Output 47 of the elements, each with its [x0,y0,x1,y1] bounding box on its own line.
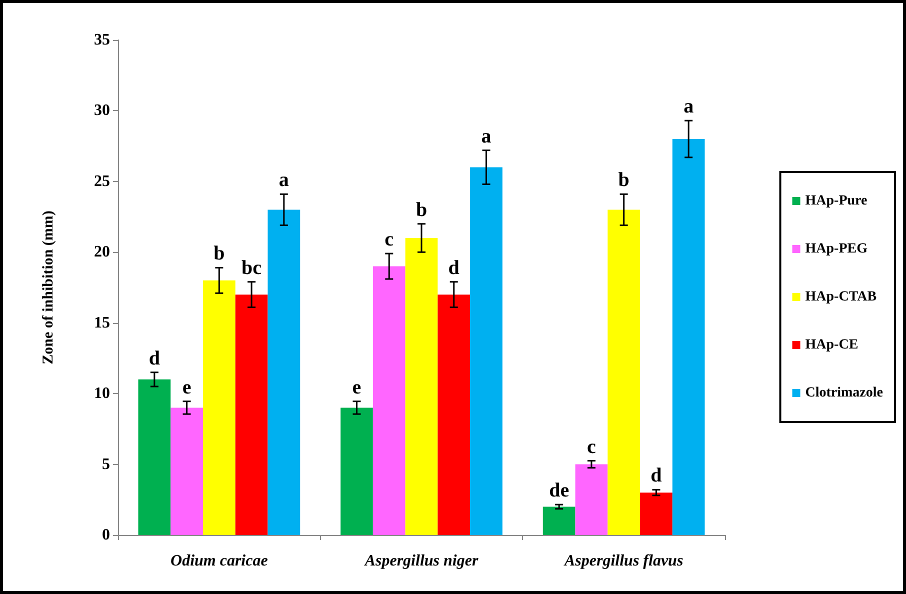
bar [575,464,608,535]
y-tick-label: 0 [102,526,110,544]
data-label: c [587,436,596,458]
legend-label: HAp-PEG [805,242,868,256]
y-tick-label: 15 [94,314,110,332]
data-label: d [448,256,460,279]
legend-label: HAp-CE [805,338,858,352]
legend-label: HAp-Pure [805,194,868,208]
bar [608,210,640,535]
bar [235,294,268,535]
data-label: d [650,464,662,487]
y-tick-label: 25 [94,172,110,190]
data-label: a [684,96,694,118]
data-label: d [148,347,160,370]
data-label: b [416,198,428,221]
data-label: a [481,125,492,148]
bar [372,266,406,535]
y-tick-label: 35 [94,32,110,48]
bar [170,408,203,535]
data-label: e [182,376,192,398]
bar [672,139,705,535]
y-tick-label: 5 [102,456,110,473]
data-label: b [618,169,630,192]
bar [438,294,470,535]
data-label: b [214,242,225,265]
bar [268,210,300,535]
y-tick-label: 30 [94,102,110,120]
data-label: de [549,480,570,502]
legend-label: HAp-CTAB [805,290,877,304]
data-label: e [352,376,362,398]
bar [470,167,502,535]
y-tick-label: 20 [94,244,110,261]
bar [340,408,373,535]
bar [542,506,576,535]
data-label: bc [242,256,262,279]
y-axis-title: Zone of inhibition (mm) [40,210,56,364]
bar [202,280,236,535]
bar [405,238,438,535]
legend-label: Clotrimazole [805,386,884,400]
y-tick-label: 10 [94,385,110,402]
bar [640,492,672,535]
data-label: c [384,228,394,251]
bar [138,379,171,535]
data-label: a [278,169,289,192]
x-tick-label: Odium caricae [170,552,268,570]
x-tick-label: Aspergillus niger [364,552,479,570]
x-tick-label: Aspergillus flavus [563,552,684,570]
